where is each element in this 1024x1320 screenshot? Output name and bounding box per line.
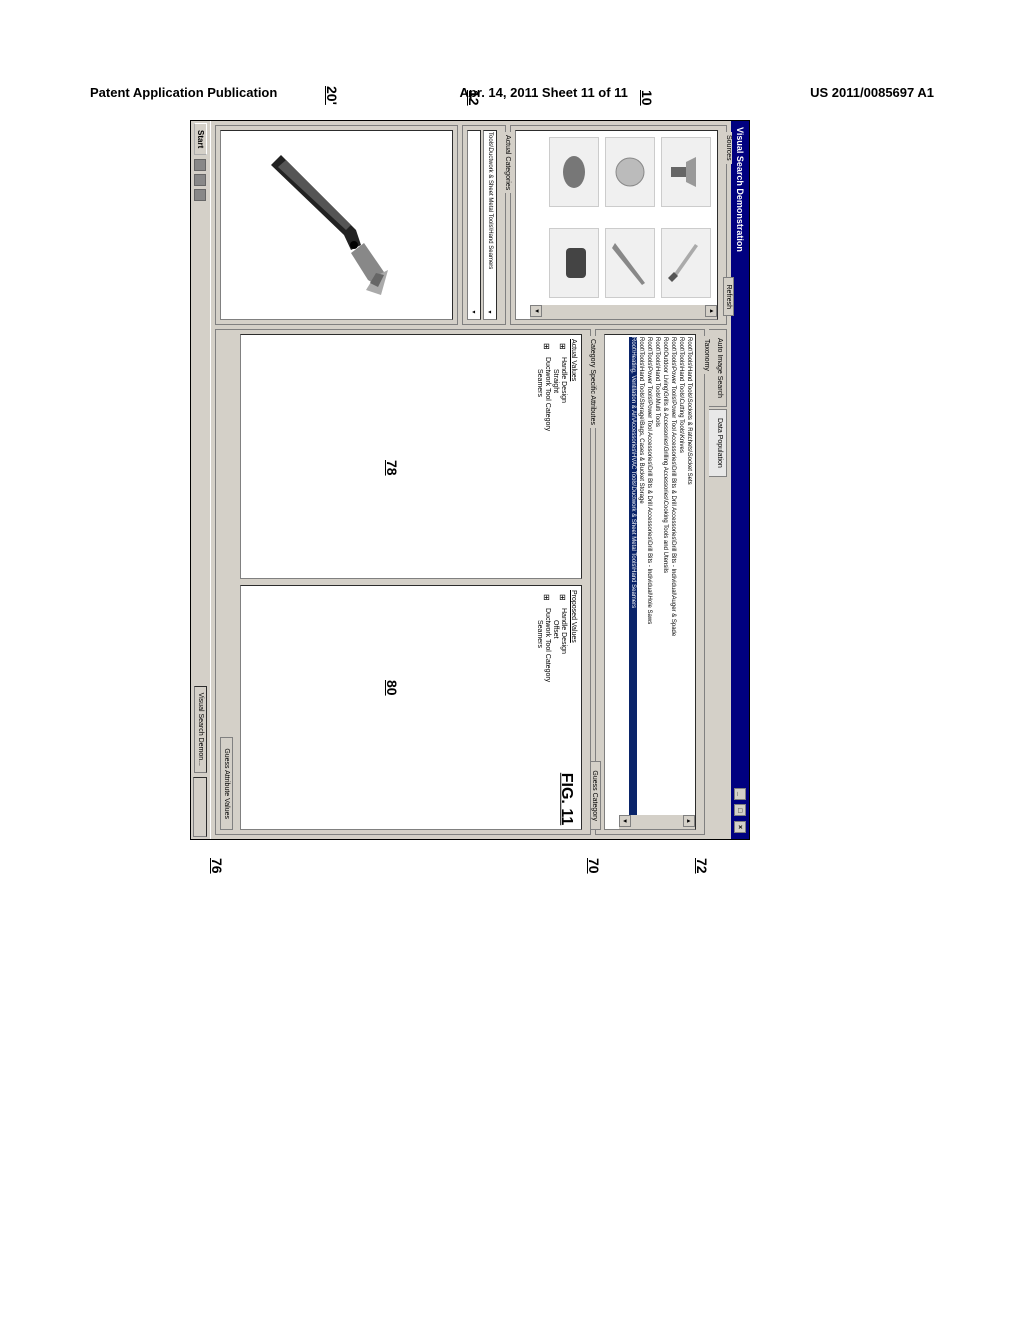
taxonomy-item[interactable]: Root\Outdoor Living\Grills & Accessories… (661, 337, 669, 827)
preview-image (220, 130, 453, 320)
dropdown-icon: ▾ (470, 306, 477, 318)
guess-attribute-button[interactable]: Guess Attribute Values (220, 737, 233, 830)
actual-category-value: Tools\Ductwork & Sheet Metal Tools\Hand … (487, 132, 493, 269)
tray-icon[interactable] (195, 159, 207, 171)
tab-auto-search[interactable]: Auto Image Search (709, 329, 727, 407)
thumbnail-item[interactable] (605, 137, 655, 207)
callout-80: 80 (384, 680, 400, 696)
callout-76: 76 (209, 858, 225, 874)
tree-leaf[interactable]: Seamers (536, 590, 543, 825)
taskbar-app-button[interactable]: Visual Search Demon... (194, 686, 207, 773)
large-image-panel (215, 125, 458, 325)
sources-panel: Sources Refresh ▴ ▾ (510, 125, 727, 325)
figure-container: Visual Search Demonstration _ □ × Source… (190, 120, 750, 840)
taskbar: Start Visual Search Demon... (191, 121, 211, 839)
scroll-up-icon[interactable]: ▴ (683, 815, 695, 827)
taxonomy-item[interactable]: Root\Tools\Hand Tools\Storage\Bags, Case… (637, 337, 645, 827)
tray-icon[interactable] (195, 189, 207, 201)
taxonomy-item[interactable]: Root\Tools\Hand Tools\Sockets & Ratchets… (685, 337, 693, 827)
attributes-panel: Category Specific Attributes Actual Valu… (215, 329, 591, 835)
header-left: Patent Application Publication (90, 85, 277, 100)
actual-category-select-2[interactable]: ▾ (467, 130, 481, 320)
app-body: Sources Refresh ▴ ▾ (211, 121, 731, 839)
tab-data-population[interactable]: Data Population (709, 409, 727, 477)
scroll-down-icon[interactable]: ▾ (530, 305, 542, 317)
actual-categories-panel: Actual Categories Tools\Ductwork & Sheet… (462, 125, 506, 325)
refresh-button[interactable]: Refresh (723, 277, 734, 316)
taxonomy-item[interactable]: Root\Tools\Hand Tools\Multi Tools (653, 337, 661, 827)
taxonomy-panel: Taxonomy Root\Tools\Hand Tools\Sockets &… (595, 329, 705, 835)
system-tray[interactable] (194, 777, 208, 837)
thumbnail-grid (543, 131, 717, 319)
tree-leaf[interactable]: Straight (552, 339, 559, 574)
actual-values-column: Actual Values Handle Design Straight Duc… (240, 334, 582, 579)
app-window: Visual Search Demonstration _ □ × Source… (190, 120, 750, 840)
callout-78: 78 (384, 460, 400, 476)
callout-20: 20' (324, 86, 340, 105)
tree-node[interactable]: Handle Design (560, 339, 567, 574)
attributes-title: Category Specific Attributes (589, 336, 596, 428)
taxonomy-item-selected[interactable]: Root\Heating, Ventilation & Air\Accessor… (629, 337, 637, 827)
window-controls: _ □ × (734, 786, 746, 833)
taxonomy-item[interactable]: Root\Tools\Power Tools\Power Tool Access… (645, 337, 653, 827)
callout-72: 72 (694, 858, 710, 874)
page-header: Patent Application Publication Apr. 14, … (0, 85, 1024, 100)
thumbnail-item[interactable] (605, 228, 655, 298)
actual-values-title: Actual Values (570, 339, 577, 574)
scroll-down-icon[interactable]: ▾ (619, 815, 631, 827)
tree-node[interactable]: Ductwork Tool Category (544, 339, 551, 574)
sources-title: Sources (725, 132, 732, 164)
figure-caption: FIG. 11 (557, 773, 575, 825)
proposed-values-column: Proposed Values Handle Design Offset Duc… (240, 585, 582, 830)
header-center: Apr. 14, 2011 Sheet 11 of 11 (460, 85, 628, 100)
callout-10: 10 (639, 90, 655, 106)
header-right: US 2011/0085697 A1 (810, 85, 934, 100)
thumbnail-item[interactable] (549, 228, 599, 298)
maximize-button[interactable]: □ (734, 804, 746, 816)
quick-launch (195, 159, 207, 201)
start-button[interactable]: Start (194, 123, 207, 155)
taxonomy-title: Taxonomy (703, 336, 710, 374)
titlebar: Visual Search Demonstration _ □ × (731, 121, 749, 839)
thumbnail-item[interactable] (661, 137, 711, 207)
window-title: Visual Search Demonstration (735, 127, 745, 252)
minimize-button[interactable]: _ (734, 788, 746, 800)
vertical-scrollbar[interactable]: ▴ ▾ (530, 305, 717, 319)
taxonomy-list[interactable]: Root\Tools\Hand Tools\Sockets & Ratchets… (604, 334, 696, 830)
close-button[interactable]: × (734, 821, 746, 833)
vertical-scrollbar[interactable]: ▴ ▾ (619, 815, 695, 829)
thumbnail-item[interactable] (661, 228, 711, 298)
tab-bar: Auto Image Search Data Population (709, 329, 727, 835)
tree-node[interactable]: Ductwork Tool Category (544, 590, 551, 825)
attribute-columns: Actual Values Handle Design Straight Duc… (240, 334, 582, 830)
actual-categories-title: Actual Categories (504, 132, 511, 193)
scroll-up-icon[interactable]: ▴ (705, 305, 717, 317)
dropdown-icon: ▾ (486, 306, 493, 318)
callout-70: 70 (586, 858, 602, 874)
taxonomy-item[interactable]: Root\Tools\Power Tools\Power Tool Access… (669, 337, 677, 827)
tree-leaf[interactable]: Seamers (536, 339, 543, 574)
actual-category-select-1[interactable]: Tools\Ductwork & Sheet Metal Tools\Hand … (483, 130, 497, 320)
callout-12: 12 (466, 90, 482, 106)
thumbnail-item[interactable] (549, 137, 599, 207)
right-column: Auto Image Search Data Population Taxono… (215, 329, 727, 835)
tray-icon[interactable] (195, 174, 207, 186)
taxonomy-item[interactable]: Root\Tools\Hand Tools\Cutting Tools\Kniv… (677, 337, 685, 827)
sources-list[interactable]: ▴ ▾ (515, 130, 718, 320)
left-column: Sources Refresh ▴ ▾ (215, 125, 727, 325)
